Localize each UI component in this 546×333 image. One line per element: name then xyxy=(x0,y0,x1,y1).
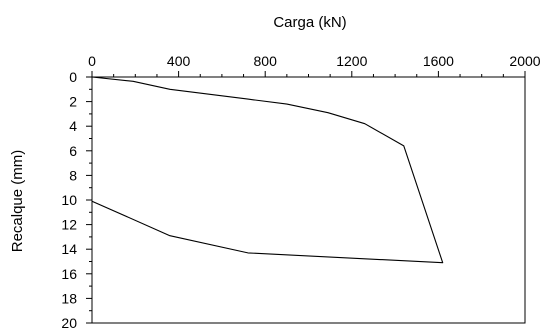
x-tick-label: 2000 xyxy=(509,53,540,69)
y-tick-label: 12 xyxy=(61,217,77,233)
x-tick-label: 800 xyxy=(254,53,278,69)
x-tick-label: 0 xyxy=(88,53,96,69)
y-tick-label: 4 xyxy=(69,118,77,134)
y-tick-label: 8 xyxy=(69,167,77,183)
y-tick-label: 6 xyxy=(69,143,77,159)
x-axis: 0 400 800 1200 1600 2000 xyxy=(88,53,541,77)
y-tick-label: 14 xyxy=(61,241,77,257)
series-line xyxy=(91,76,444,264)
y-tick-label: 20 xyxy=(61,315,77,331)
y-axis-title: Recalque (mm) xyxy=(9,150,26,253)
y-tick-label: 18 xyxy=(61,290,77,306)
y-tick-label: 16 xyxy=(61,266,77,282)
x-axis-title: Carga (kN) xyxy=(273,14,346,31)
y-tick-label: 10 xyxy=(61,192,77,208)
series-layer xyxy=(91,76,444,264)
x-tick-label: 400 xyxy=(167,53,191,69)
plot-area-frame xyxy=(91,76,526,324)
y-tick-label: 0 xyxy=(69,69,77,85)
x-tick-label: 1600 xyxy=(423,53,454,69)
y-tick-label: 2 xyxy=(69,94,77,110)
x-tick-label: 1200 xyxy=(336,53,367,69)
y-axis: 0 2 4 6 8 10 12 14 16 18 20 xyxy=(61,69,92,331)
